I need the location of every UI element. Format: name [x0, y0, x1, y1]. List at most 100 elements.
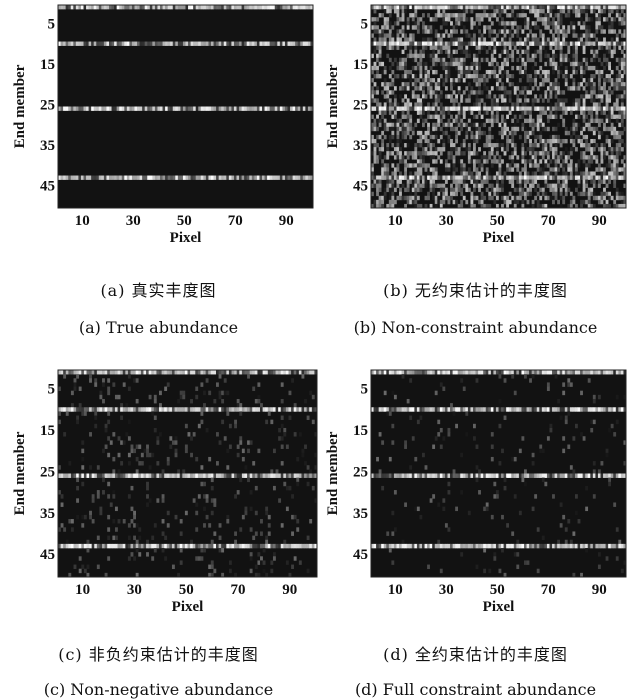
heatmap-cell: [213, 498, 217, 503]
heatmap-cell: [569, 159, 573, 164]
heatmap-cell: [460, 45, 464, 50]
heatmap-cell: [452, 171, 456, 176]
heatmap-cell: [378, 179, 382, 184]
heatmap-cell: [439, 382, 443, 387]
heatmap-cell: [467, 5, 471, 10]
heatmap-cell: [195, 502, 199, 507]
heatmap-cell: [610, 175, 614, 180]
heatmap-cell: [552, 151, 555, 156]
heatmap-cell: [485, 69, 489, 75]
heatmap-cell: [257, 370, 261, 375]
heatmap-cell: [610, 155, 614, 160]
heatmap-cell: [592, 118, 596, 124]
heatmap-cell: [552, 33, 555, 38]
heatmap-cell: [151, 452, 155, 458]
heatmap-cell: [585, 37, 589, 42]
heatmap-cell: [401, 114, 405, 119]
heatmap-cell: [254, 41, 258, 46]
heatmap-cell: [554, 163, 558, 168]
heatmap-cell: [278, 407, 282, 412]
heatmap-cell: [184, 473, 188, 478]
heatmap-cell: [457, 5, 461, 10]
heatmap-cell: [373, 5, 377, 10]
heatmap-cell: [455, 191, 458, 197]
heatmap-cell: [567, 519, 571, 524]
heatmap-cell: [620, 41, 624, 46]
heatmap-cell: [485, 94, 489, 99]
heatmap-cell: [590, 17, 594, 22]
heatmap-cell: [506, 175, 509, 180]
heatmap-cell: [427, 370, 430, 375]
heatmap-cell: [378, 187, 382, 193]
heatmap-cell: [142, 175, 145, 180]
heatmap-cell: [260, 519, 263, 524]
heatmap-cell: [107, 481, 111, 487]
heatmap-cell: [587, 370, 591, 375]
heatmap-cell: [116, 106, 120, 111]
heatmap-cell: [292, 175, 296, 180]
heatmap-cell: [457, 543, 461, 549]
heatmap-cell: [432, 179, 436, 184]
heatmap-cell: [587, 175, 591, 180]
heatmap-cell: [521, 5, 525, 10]
heatmap-cell: [429, 203, 433, 209]
heatmap-cell: [442, 33, 446, 38]
heatmap-cell: [391, 151, 395, 156]
heatmap-cell: [444, 126, 448, 132]
heatmap-cell: [383, 163, 387, 168]
heatmap-cell: [429, 130, 433, 136]
heatmap-cell: [524, 126, 527, 132]
heatmap-cell: [140, 473, 144, 478]
heatmap-cell: [153, 394, 157, 400]
heatmap-cell: [592, 82, 596, 87]
heatmap-cell: [371, 167, 374, 172]
heatmap-cell: [190, 539, 193, 545]
heatmap-cell: [534, 5, 538, 10]
heatmap-cell: [613, 130, 617, 136]
heatmap-cell: [429, 53, 433, 59]
heatmap-cell: [613, 159, 617, 164]
heatmap-cell: [424, 473, 428, 478]
heatmap-cell: [419, 41, 423, 46]
heatmap-cell: [590, 118, 594, 124]
heatmap-cell: [157, 175, 161, 180]
heatmap-cell: [608, 175, 611, 180]
heatmap-cell: [590, 155, 594, 160]
heatmap-cell: [473, 159, 476, 164]
heatmap-cell: [600, 171, 604, 176]
heatmap-cell: [376, 65, 379, 71]
heatmap-cell: [478, 163, 481, 168]
heatmap-cell: [429, 29, 433, 34]
heatmap-cell: [615, 41, 619, 46]
heatmap-cell: [465, 33, 469, 38]
heatmap-cell: [231, 543, 235, 549]
heatmap-cell: [587, 122, 591, 128]
heatmap-cell: [493, 543, 497, 549]
heatmap-cell: [465, 473, 469, 478]
heatmap-cell: [577, 9, 581, 14]
heatmap-cell: [467, 94, 471, 99]
heatmap-cell: [554, 41, 558, 46]
heatmap-cell: [148, 498, 152, 503]
heatmap-cell: [516, 98, 520, 103]
x-tick-label: 70: [541, 213, 556, 229]
heatmap-cell: [455, 41, 458, 46]
heatmap-cell: [597, 37, 601, 42]
heatmap-cell: [503, 370, 507, 375]
heatmap-cell: [526, 179, 530, 184]
heatmap-cell: [228, 106, 232, 111]
heatmap-cell: [444, 45, 448, 50]
heatmap-cell: [285, 506, 289, 512]
heatmap-cell: [498, 13, 502, 18]
heatmap-cell: [582, 183, 586, 188]
heatmap-cell: [223, 5, 227, 10]
heatmap-cell: [424, 65, 428, 71]
heatmap-cell: [159, 543, 162, 549]
heatmap-cell: [218, 394, 222, 400]
heatmap-cell: [188, 5, 191, 10]
heatmap-cell: [239, 527, 243, 532]
heatmap-cell: [498, 568, 502, 574]
heatmap-cell: [239, 175, 242, 180]
heatmap-cell: [432, 114, 436, 119]
heatmap-cell: [506, 61, 509, 67]
